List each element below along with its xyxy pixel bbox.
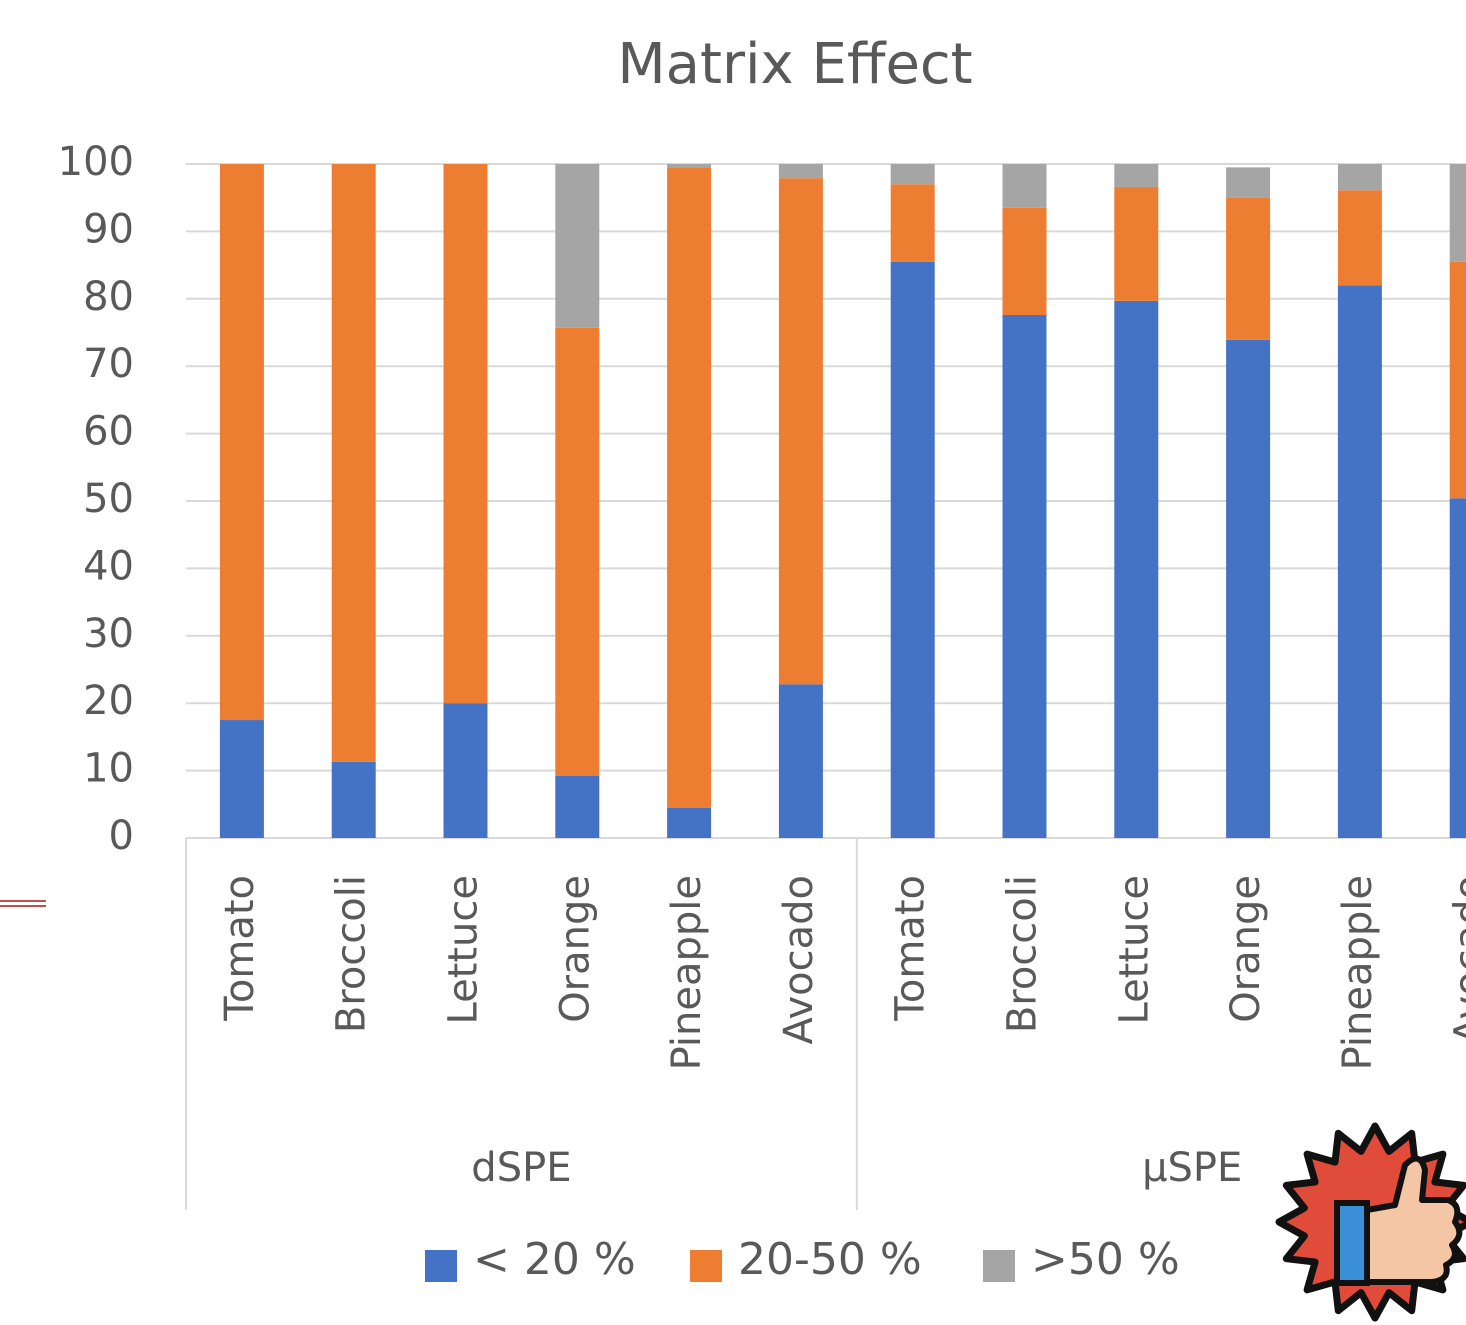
legend-swatch xyxy=(425,1250,457,1282)
bar-segment xyxy=(778,684,823,838)
bar-segment xyxy=(443,164,488,704)
bar-segment xyxy=(667,807,712,838)
x-tick-label: Avocado xyxy=(1447,875,1466,1045)
bar-segment xyxy=(890,261,935,839)
y-tick-label: 70 xyxy=(83,341,134,387)
y-tick-label: 20 xyxy=(83,678,134,724)
bar-segment xyxy=(1002,164,1047,208)
x-tick-label: Pineapple xyxy=(1335,875,1381,1070)
y-tick-label: 40 xyxy=(83,543,134,589)
bar-segment xyxy=(555,164,600,328)
x-tick-label: Tomato xyxy=(888,875,934,1022)
legend-swatch xyxy=(690,1250,722,1282)
y-tick-label: 50 xyxy=(83,476,134,522)
group-label: dSPE xyxy=(471,1145,571,1191)
x-tick-label: Orange xyxy=(1223,875,1269,1023)
bar-segment xyxy=(219,164,264,721)
bar-segment xyxy=(1449,498,1466,838)
x-tick-label: Orange xyxy=(552,875,598,1023)
legend-label: >50 % xyxy=(1031,1234,1180,1285)
bar-segment xyxy=(667,167,712,808)
legend-label: < 20 % xyxy=(473,1234,636,1285)
legend-label: 20-50 % xyxy=(738,1234,922,1285)
bar-segment xyxy=(667,164,712,168)
bar-segment xyxy=(1002,314,1047,838)
y-tick-label: 60 xyxy=(83,409,134,455)
x-tick-label: Broccoli xyxy=(329,875,375,1033)
y-tick-label: 0 xyxy=(109,813,134,859)
bar-segment xyxy=(1449,261,1466,499)
bar-segment xyxy=(219,720,264,838)
bar-segment xyxy=(1114,300,1159,838)
badge-hand xyxy=(1364,1155,1463,1285)
x-tick-label: Broccoli xyxy=(1000,875,1046,1033)
x-tick-label: Lettuce xyxy=(441,875,487,1025)
bar-segment xyxy=(555,327,600,776)
y-tick-label: 30 xyxy=(83,611,134,657)
bar-segment xyxy=(443,703,488,838)
x-tick-label: Lettuce xyxy=(1111,875,1157,1025)
y-tick-label: 10 xyxy=(83,746,134,792)
bar-segment xyxy=(1449,164,1466,262)
bar-segment xyxy=(1002,207,1047,315)
chart-title: Matrix Effect xyxy=(617,32,972,97)
bar-segment xyxy=(1337,285,1382,838)
bar-segment xyxy=(890,184,935,262)
bar-segment xyxy=(1226,339,1271,838)
x-tick-label: Tomato xyxy=(217,875,263,1022)
badge-cuff xyxy=(1334,1200,1370,1286)
y-tick-label: 90 xyxy=(83,206,134,252)
bar-segment xyxy=(778,178,823,685)
legend-swatch xyxy=(983,1250,1015,1282)
y-tick-label: 100 xyxy=(58,139,134,185)
bar-segment xyxy=(331,761,376,838)
x-tick-label: Pineapple xyxy=(664,875,710,1070)
bar-segment xyxy=(890,164,935,185)
y-tick-label: 80 xyxy=(83,274,134,320)
bar-segment xyxy=(1337,190,1382,286)
bar-segment xyxy=(555,775,600,838)
bar-segment xyxy=(778,164,823,179)
bar-segment xyxy=(1114,164,1159,187)
x-tick-label: Avocado xyxy=(776,875,822,1045)
bar-segment xyxy=(1226,197,1271,340)
bar-segment xyxy=(1226,167,1271,198)
bar-segment xyxy=(1114,186,1159,301)
group-label: μSPE xyxy=(1142,1145,1242,1191)
bar-segment xyxy=(331,164,376,762)
bar-segment xyxy=(1337,164,1382,191)
